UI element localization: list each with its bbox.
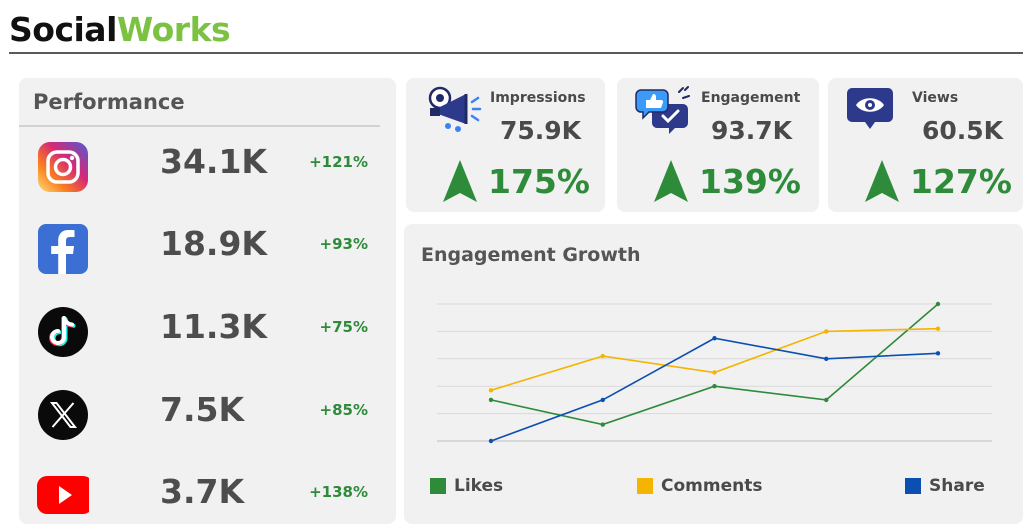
platform-change: +93% [319,235,368,253]
platform-change: +138% [309,483,368,501]
eye-icon [847,88,893,129]
data-point-likes [600,422,605,427]
kpi-card-engagement: Engagement 93.7K 139% [617,78,819,212]
platform-value: 18.9K [160,224,267,263]
kpi-value: 60.5K [922,116,1004,145]
kpi-label: Impressions [490,90,586,106]
platform-row-x: 7.5K +85% [19,384,396,444]
kpi-card-views: Views 60.5K 127% [828,78,1023,212]
platform-value: 3.7K [160,472,245,511]
legend-label: Likes [454,476,504,496]
platform-value: 11.3K [160,307,267,346]
data-point-share [488,438,494,444]
up-arrow-icon [865,160,899,202]
performance-panel: Performance 34.1K +121% 18.9K +9 [19,78,396,524]
performance-title: Performance [33,90,185,114]
kpi-label: Views [912,90,959,106]
chart-title: Engagement Growth [421,244,641,266]
platform-value: 7.5K [160,390,245,429]
performance-divider [19,125,380,127]
data-point-share [712,336,717,341]
tiktok-icon [38,307,88,357]
platform-value: 34.1K [160,142,267,181]
legend-swatch-likes [430,478,446,494]
series-line-likes [490,303,939,426]
data-point-comments [935,326,941,331]
up-arrow-icon [654,160,688,202]
platform-row-youtube: 3.7K +138% [19,466,396,526]
platform-row-facebook: 18.9K +93% [19,218,396,278]
kpi-card-impressions: Impressions 75.9K 175% [406,78,605,212]
kpi-change: 127% [910,162,1012,201]
data-point-share [600,397,605,403]
kpi-label: Engagement [701,90,801,106]
data-point-share [824,356,829,361]
brand-name-part2: Works [116,10,231,49]
brand-logo: SocialWorks [9,10,231,49]
data-point-likes [935,301,941,307]
instagram-icon [38,142,88,192]
legend-swatch-comments [637,478,653,494]
header-divider [9,52,1023,54]
kpi-change: 175% [488,162,590,201]
facebook-icon [38,224,88,274]
legend-label: Share [929,476,985,496]
data-point-likes [488,397,494,403]
legend-swatch-share [905,478,921,494]
youtube-icon [37,476,89,514]
engagement-growth-chart [437,301,992,444]
kpi-value: 93.7K [711,116,793,145]
platform-row-instagram: 34.1K +121% [19,136,396,196]
data-point-comments [488,388,494,393]
platform-change: +85% [319,401,368,419]
kpi-value: 75.9K [500,116,582,145]
data-point-likes [824,397,829,403]
data-point-comments [712,370,717,375]
kpi-change: 139% [699,162,801,201]
platform-row-tiktok: 11.3K +75% [19,301,396,361]
legend-label: Comments [661,476,763,496]
megaphone-icon [428,86,482,132]
platform-change: +121% [309,153,368,171]
data-point-comments [824,329,829,334]
chat-bubbles-icon [635,86,690,134]
platform-change: +75% [319,318,368,336]
data-point-share [935,351,941,356]
series-line-share [490,337,939,442]
x-icon [38,390,88,440]
brand-name-part1: Social [9,10,117,49]
engagement-growth-panel: Engagement Growth Likes Comments Share [404,224,1023,524]
data-point-likes [712,384,717,389]
up-arrow-icon [443,160,477,202]
data-point-comments [600,353,605,359]
